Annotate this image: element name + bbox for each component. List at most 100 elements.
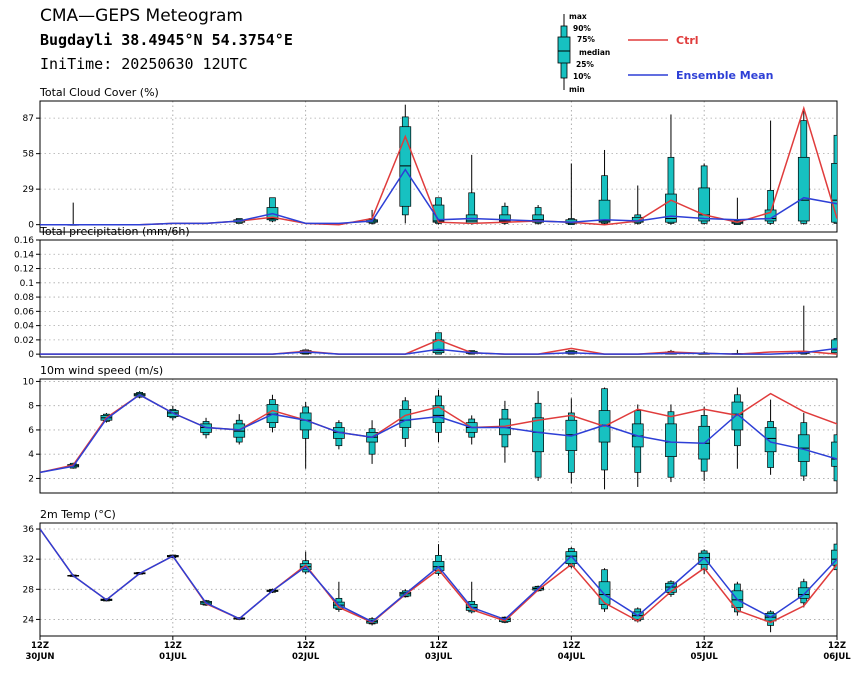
x-tick-hour: 12Z — [430, 641, 448, 651]
ensemble-mean-line — [40, 347, 837, 355]
init-time: IniTime: 20250630 12UTC — [40, 55, 248, 73]
y-tick-label: 0.04 — [14, 322, 34, 332]
y-tick-label: 4 — [28, 450, 34, 460]
ensemble-box — [67, 202, 80, 226]
box-inner — [831, 549, 837, 566]
ensemble-box — [665, 114, 677, 225]
panel-series — [40, 387, 837, 490]
ensemble-box — [764, 399, 777, 475]
x-tick-date: 01JUL — [159, 652, 187, 662]
box-inner — [797, 156, 810, 222]
ensemble-box — [432, 332, 445, 355]
station-location: Bugdayli 38.4945°N 54.3754°E — [40, 31, 293, 49]
y-tick-label: 0.12 — [14, 265, 34, 275]
y-tick-label: 36 — [23, 525, 35, 535]
y-tick-label: 0.16 — [14, 236, 34, 246]
ensemble-box — [797, 578, 810, 608]
panel-frame — [39, 522, 838, 637]
y-tick-label: 58 — [23, 150, 35, 160]
box-inner — [831, 441, 837, 467]
ensemble-box — [499, 400, 511, 463]
box-legend-label: 75% — [577, 35, 595, 44]
ensemble-box — [797, 305, 810, 355]
box-inner — [665, 193, 677, 223]
y-tick-label: 29 — [23, 185, 35, 195]
ensemble-box — [797, 110, 810, 225]
y-tick-label: 0 — [28, 350, 34, 360]
x-tick-hour: 12Z — [562, 641, 580, 651]
box-outer — [601, 175, 608, 224]
ensemble-mean-line — [40, 393, 837, 474]
box-outer — [767, 190, 774, 224]
y-tick-label: 28 — [23, 585, 35, 595]
box-legend-label: median — [579, 48, 610, 57]
box-inner — [532, 214, 544, 223]
x-tick-date: 04JUL — [558, 652, 586, 662]
x-tick-hour: 12Z — [31, 641, 49, 651]
box-inner — [831, 339, 837, 354]
x-tick-hour: 12Z — [297, 641, 315, 651]
ensemble-box — [764, 120, 777, 225]
box-inner — [831, 163, 837, 223]
box-inner — [797, 587, 810, 599]
ensemble-box — [598, 387, 611, 490]
ensemble-mean-line — [40, 528, 837, 623]
panel-precip: Total precipitation (mm/6h) 0 0.02 0.04 0.06… — [14, 225, 838, 360]
ensemble-box — [831, 134, 837, 225]
panel-cloud: Total Cloud Cover (%) 0 29 58 87 — [23, 86, 838, 233]
y-tick-label: 10 — [23, 377, 35, 387]
panel-title: Total precipitation (mm/6h) — [39, 225, 190, 238]
y-tick-label: 24 — [23, 615, 35, 625]
ensemble-box — [366, 420, 378, 464]
ensemble-box — [465, 415, 478, 445]
chart-title: CMA—GEPS Meteogram — [40, 6, 243, 26]
ensemble-box — [731, 387, 744, 469]
x-tick-hour: 12Z — [828, 641, 846, 651]
y-tick-label: 0.1 — [20, 279, 34, 289]
x-axis: 12Z30JUN12Z01JUL12Z02JUL12Z03JUL12Z04JUL… — [25, 636, 851, 662]
box-legend-label: 90% — [573, 24, 591, 33]
ensemble-box — [598, 149, 611, 225]
ensemble-box — [565, 398, 578, 484]
y-tick-label: 0.08 — [14, 293, 34, 303]
ensemble-box — [598, 568, 611, 612]
box-inner — [598, 199, 611, 223]
ensemble-box — [333, 420, 345, 450]
box-inner — [532, 417, 544, 453]
ensemble-mean-line — [40, 168, 837, 226]
panel-frame — [39, 239, 838, 358]
x-tick-date: 05JUL — [691, 652, 719, 662]
ensemble-box — [631, 404, 644, 487]
panel-title: 10m wind speed (m/s) — [40, 364, 163, 377]
box-outer — [667, 156, 675, 224]
box-inner — [565, 551, 578, 565]
box-inner — [698, 187, 711, 222]
ensemble-box — [565, 163, 578, 226]
ensemble-box — [831, 338, 837, 355]
y-tick-label: 0.14 — [14, 250, 34, 260]
panel-title: Total Cloud Cover (%) — [39, 86, 159, 99]
box-inner — [399, 126, 412, 207]
legend-mean-label: Ensemble Mean — [676, 69, 773, 82]
x-tick-date: 06JUL — [823, 652, 851, 662]
box-legend-label: max — [569, 12, 587, 21]
box-legend: max 90% 75% median 25% 10% min — [557, 12, 610, 94]
panel-temp: 2m Temp (°C) 24 28 32 36 — [23, 508, 838, 637]
y-tick-label: 0.02 — [14, 336, 34, 346]
x-tick-hour: 12Z — [695, 641, 713, 651]
y-tick-label: 0.06 — [14, 307, 34, 317]
ensemble-box — [399, 104, 412, 224]
box-legend-label: 25% — [576, 60, 594, 69]
x-tick-date: 02JUL — [292, 652, 320, 662]
y-tick-label: 0 — [28, 221, 34, 231]
x-tick-date: 03JUL — [425, 652, 453, 662]
box-inner — [598, 581, 611, 605]
ensemble-box — [532, 391, 544, 481]
box-inner — [432, 405, 445, 424]
box-inner — [665, 423, 677, 457]
panel-series — [40, 528, 837, 633]
ensemble-box — [831, 543, 837, 578]
box-inner — [764, 427, 777, 453]
panels: Total Cloud Cover (%) 0 29 58 87 Total precip… — [14, 86, 838, 637]
